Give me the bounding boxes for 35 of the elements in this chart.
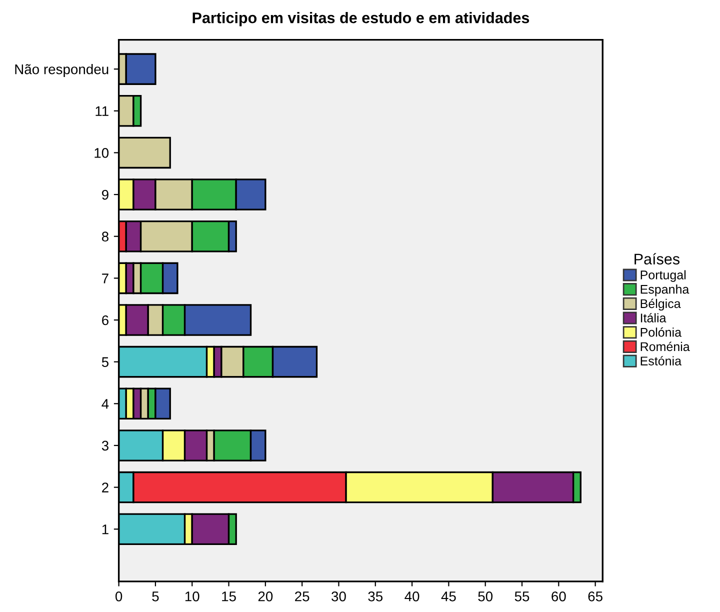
legend-label: Estónia <box>640 356 682 366</box>
x-tick-label: 40 <box>404 591 420 602</box>
legend-label: Portugal <box>640 270 686 282</box>
x-tick-label: 15 <box>222 592 236 602</box>
y-tick-label: 9 <box>102 190 108 200</box>
x-tick-label: 35 <box>368 591 383 602</box>
y-tick-label: 3 <box>102 440 108 451</box>
legend-label: Itália <box>640 313 666 322</box>
y-tick-label: 2 <box>102 482 108 492</box>
y-tick-label: 4 <box>102 399 109 409</box>
y-tick-label: 10 <box>94 148 109 158</box>
legend-label: Polónia <box>640 327 682 337</box>
y-tick-label: 7 <box>102 274 108 284</box>
x-tick-label: 30 <box>332 591 346 602</box>
x-tick-label: 5 <box>152 592 159 602</box>
x-tick-label: 25 <box>295 591 310 602</box>
y-tick-label: 1 <box>102 524 108 534</box>
y-tick-label: 8 <box>102 232 108 242</box>
y-tick-label: 11 <box>96 106 108 116</box>
x-tick-label: 0 <box>115 591 122 602</box>
x-tick-label: 55 <box>514 592 530 602</box>
x-tick-label: 65 <box>588 591 602 602</box>
legend-label: Espanha <box>640 284 690 296</box>
x-tick-label: 60 <box>552 591 566 602</box>
legend-label: Bélgica <box>640 298 681 311</box>
legend-title: Países <box>634 253 680 264</box>
x-tick-label: 50 <box>478 591 493 602</box>
chart-title: Participo em visitas de estudo e em atividades <box>192 12 530 26</box>
legend-label: Roménia <box>640 342 690 352</box>
y-tick-label: 6 <box>102 315 108 326</box>
y-tick-label: Não respondeu <box>15 64 108 77</box>
y-tick-label: 5 <box>102 357 108 367</box>
x-tick-label: 45 <box>441 592 456 602</box>
x-tick-label: 20 <box>258 591 273 602</box>
x-tick-label: 10 <box>185 591 200 602</box>
